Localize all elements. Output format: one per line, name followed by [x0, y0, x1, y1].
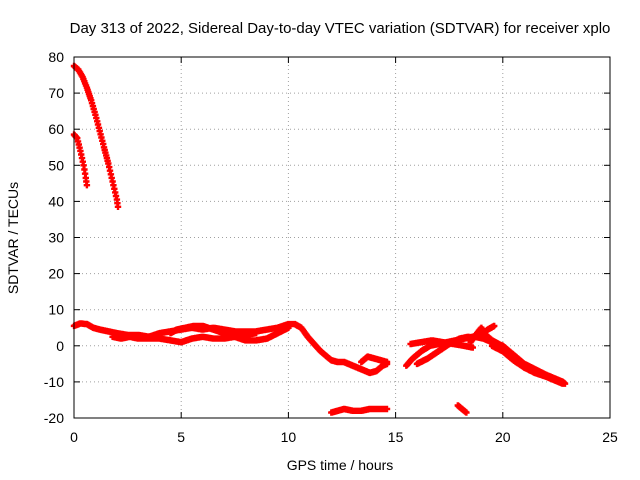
y-tick-label: 40 [48, 193, 64, 209]
y-tick-label: -20 [44, 410, 64, 426]
series-4 [109, 324, 292, 346]
x-tick-label: 25 [602, 429, 618, 445]
data-layer [70, 62, 569, 416]
series-markers [454, 402, 470, 416]
series-7 [328, 405, 391, 416]
series-markers [358, 353, 391, 366]
series-markers [70, 320, 391, 377]
x-tick-label: 5 [177, 429, 185, 445]
series-markers [488, 342, 566, 387]
series-markers [109, 324, 292, 346]
series-5 [167, 322, 260, 339]
series-markers [328, 405, 391, 416]
y-tick-label: -10 [44, 374, 64, 390]
y-tick-label: 30 [48, 230, 64, 246]
ticks-layer: 0 5 10 15 20 25 -20 -10 0 10 20 30 40 50 60 70 80 [44, 49, 618, 445]
series-14 [488, 342, 566, 387]
y-tick-label: 80 [48, 49, 64, 65]
x-tick-label: 0 [70, 429, 78, 445]
y-tick-label: 10 [48, 302, 64, 318]
series-markers [167, 322, 260, 339]
y-axis-label: SDTVAR / TECUs [5, 182, 21, 294]
series-11 [413, 333, 472, 368]
y-tick-label: 70 [48, 85, 64, 101]
y-tick-label: 50 [48, 157, 64, 173]
x-tick-label: 20 [495, 429, 511, 445]
y-tick-label: 20 [48, 266, 64, 282]
x-tick-label: 10 [281, 429, 297, 445]
x-tick-label: 15 [388, 429, 404, 445]
chart-title: Day 313 of 2022, Sidereal Day-to-day VTE… [70, 20, 611, 37]
series-8 [454, 402, 470, 416]
y-tick-label: 60 [48, 121, 64, 137]
grid-layer [74, 57, 610, 418]
series-markers [413, 333, 472, 368]
series-3 [70, 320, 391, 377]
y-tick-label: 0 [56, 338, 64, 354]
series-6 [358, 353, 391, 366]
x-axis-label: GPS time / hours [287, 457, 394, 473]
